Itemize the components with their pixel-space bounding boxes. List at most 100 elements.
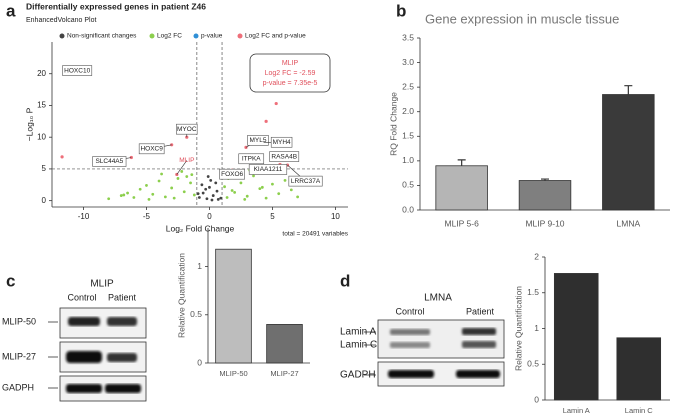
bar <box>602 94 655 211</box>
point <box>245 194 249 198</box>
point <box>192 193 196 197</box>
x-tick-label: -10 <box>78 212 90 221</box>
legend-label: Log2 FC <box>157 33 182 40</box>
legend-label: Log2 FC and p-value <box>245 33 306 40</box>
point <box>206 175 210 178</box>
y-tick-label: 0.5 <box>190 309 202 319</box>
annotation-box <box>249 53 331 93</box>
annotation: MLIP <box>282 60 299 67</box>
y-tick-label: 2.0 <box>402 106 414 116</box>
y-tick-label: 0 <box>197 357 202 367</box>
lane-label: Patient <box>466 306 495 316</box>
chart-title: Gene expression in muscle tissue <box>425 11 619 26</box>
row-label: MLIP-50 <box>2 316 36 326</box>
label-box <box>288 175 323 187</box>
legend-marker <box>193 33 199 39</box>
row-label: Lamin C <box>340 340 377 351</box>
point-label: MLIP <box>179 157 194 164</box>
y-axis-label: Relative Quantification <box>176 253 186 338</box>
point-label: LRRC37A <box>291 178 321 185</box>
lane-label: Control <box>395 306 424 316</box>
bar <box>266 324 303 364</box>
point <box>160 172 163 176</box>
x-tick-label: MLIP-27 <box>270 369 298 378</box>
legend-marker <box>149 33 155 39</box>
point <box>196 192 200 196</box>
bar <box>518 180 572 211</box>
error-bar <box>457 159 466 166</box>
point-label: MYH4 <box>273 139 291 146</box>
label-box <box>138 143 165 155</box>
point <box>197 196 201 199</box>
point <box>176 177 180 180</box>
point <box>172 196 176 200</box>
panel-label: b <box>396 1 406 20</box>
x-tick-label: Lamin A <box>563 406 590 415</box>
row-label: GADPH <box>340 370 376 381</box>
point-label: MYL5 <box>249 137 266 144</box>
point-label: ITPKA <box>242 155 261 162</box>
point <box>239 181 243 185</box>
row-label: MLIP-27 <box>2 351 36 361</box>
point <box>264 119 268 123</box>
point <box>138 187 142 191</box>
panel-label: d <box>340 271 350 290</box>
point <box>170 143 174 147</box>
y-tick-label: 3.0 <box>402 57 414 67</box>
bar <box>553 273 599 401</box>
point <box>289 188 293 192</box>
point-label: MYOC <box>177 126 197 133</box>
x-tick-label: MLIP 9-10 <box>525 218 564 228</box>
point <box>271 182 274 186</box>
point-label: FOXO6 <box>221 171 243 178</box>
x-tick-label: MLIP 5-6 <box>444 218 479 228</box>
label-box <box>62 65 93 76</box>
point <box>147 197 151 201</box>
row-label: GADPH <box>2 382 34 392</box>
label-box <box>238 153 265 165</box>
point <box>205 197 209 201</box>
point <box>182 190 186 194</box>
y-tick-label: 0.5 <box>527 359 539 369</box>
x-tick-label: 5 <box>270 212 275 221</box>
label-box <box>176 123 198 135</box>
x-tick-label: 10 <box>331 212 340 221</box>
connector <box>176 160 188 175</box>
point <box>145 184 148 187</box>
y-tick-label: 0.0 <box>402 204 414 214</box>
point <box>277 192 281 196</box>
y-tick-label: 5 <box>42 164 47 173</box>
x-tick-label: 0 <box>207 212 212 221</box>
point <box>219 196 223 200</box>
point <box>223 185 226 189</box>
point <box>204 187 208 191</box>
y-tick-label: 15 <box>37 101 46 110</box>
point <box>252 174 255 178</box>
x-tick-label: Lamin C <box>625 406 654 415</box>
point <box>209 178 213 182</box>
y-tick-label: 2 <box>534 251 539 261</box>
point <box>210 198 214 202</box>
blot <box>364 319 505 387</box>
legend-marker <box>237 33 243 39</box>
point <box>296 195 300 199</box>
label-box <box>248 164 288 175</box>
error-bar <box>541 178 549 181</box>
point <box>216 197 220 201</box>
point-label: RASA4B <box>271 153 297 160</box>
y-tick-label: 1 <box>197 261 202 271</box>
point <box>185 175 189 178</box>
point <box>230 189 234 192</box>
y-tick-label: 1.0 <box>402 155 414 165</box>
point-label: KIAA1211 <box>254 166 283 173</box>
y-axis-label: −Log₁₀ P <box>24 107 34 141</box>
blot-title: LMNA <box>424 293 452 304</box>
y-tick-label: 10 <box>37 132 46 141</box>
blot <box>48 307 147 402</box>
point <box>244 145 248 149</box>
point <box>258 187 262 190</box>
x-tick-label: LMNA <box>617 218 641 228</box>
point <box>200 183 204 187</box>
point <box>170 186 174 190</box>
panel-label: c <box>6 271 15 290</box>
